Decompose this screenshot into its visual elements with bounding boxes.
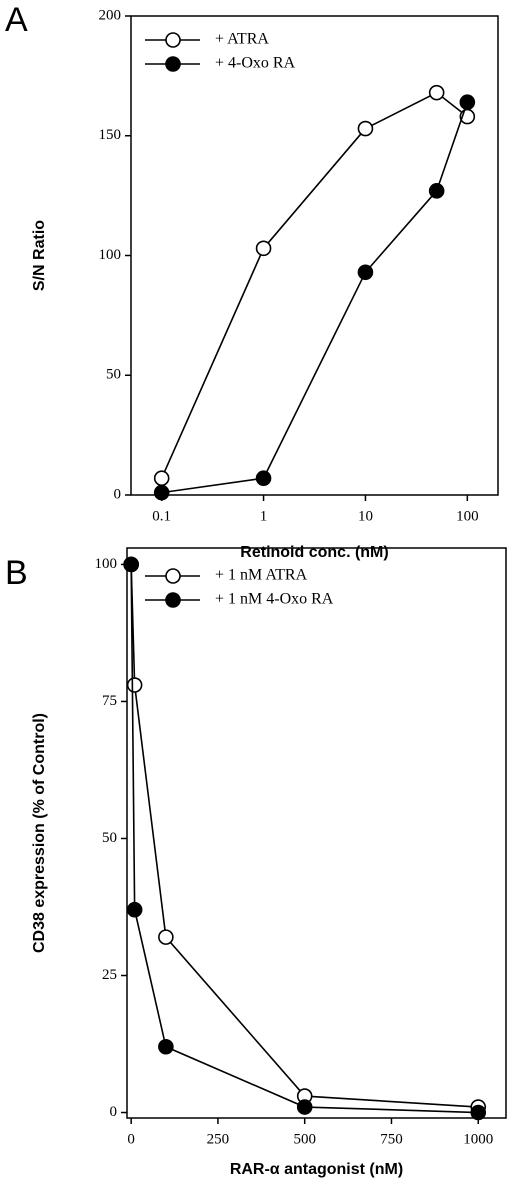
data-point	[153, 484, 170, 501]
legend-label: + 1 nM 4-Oxo RA	[215, 591, 334, 608]
y-axis-label: CD38 expression (% of Control)	[31, 713, 48, 953]
x-axis-label: RAR-α antagonist (nM)	[230, 1161, 403, 1178]
y-tick-label: 200	[99, 7, 122, 23]
y-tick-label: 150	[99, 127, 122, 143]
x-tick-label: 0	[127, 1131, 135, 1147]
data-point	[428, 84, 445, 101]
legend-label: + ATRA	[215, 31, 269, 48]
series-line	[160, 91, 468, 479]
data-point	[255, 240, 272, 257]
y-tick-label: 50	[102, 830, 117, 846]
data-point	[470, 1104, 487, 1121]
data-point	[428, 183, 445, 199]
y-tick-label: 0	[110, 1104, 118, 1120]
data-point	[357, 264, 374, 281]
data-point	[158, 1038, 174, 1055]
x-tick-label: 750	[380, 1131, 403, 1147]
panel-label: A	[5, 1, 28, 39]
x-axis-label: Retinoid conc. (nM)	[240, 544, 388, 561]
legend-label: + 4-Oxo RA	[215, 55, 296, 72]
y-tick-label: 75	[102, 693, 117, 709]
data-point	[126, 677, 143, 693]
series-line	[161, 101, 469, 494]
data-point	[126, 901, 143, 918]
y-axis-label: S/N Ratio	[31, 220, 48, 291]
legend-marker	[165, 568, 181, 584]
x-tick-label: 250	[207, 1131, 230, 1147]
x-tick-label: 500	[293, 1131, 316, 1147]
x-tick-label: 0.1	[152, 508, 171, 524]
data-point	[123, 556, 139, 573]
x-tick-label: 1000	[463, 1131, 493, 1147]
legend-label: + 1 nM ATRA	[215, 567, 308, 584]
x-tick-label: 10	[358, 508, 373, 524]
x-tick-label: 1	[260, 508, 268, 524]
data-point	[459, 94, 476, 111]
y-tick-label: 100	[99, 247, 122, 263]
legend-marker	[165, 32, 181, 48]
y-tick-label: 100	[95, 556, 118, 572]
plot-frame	[126, 547, 507, 1119]
legend-marker	[165, 56, 181, 72]
data-point	[357, 120, 374, 137]
legend-marker	[165, 592, 181, 608]
data-point	[296, 1099, 313, 1115]
series-line	[130, 564, 479, 1114]
data-point	[158, 929, 174, 945]
data-point	[255, 470, 272, 487]
y-tick-label: 25	[102, 967, 117, 983]
x-tick-label: 100	[456, 508, 479, 524]
y-tick-label: 0	[114, 486, 122, 502]
y-tick-label: 50	[106, 367, 121, 383]
data-point	[153, 470, 170, 487]
panel-label: B	[5, 554, 28, 592]
series-line	[130, 564, 479, 1108]
